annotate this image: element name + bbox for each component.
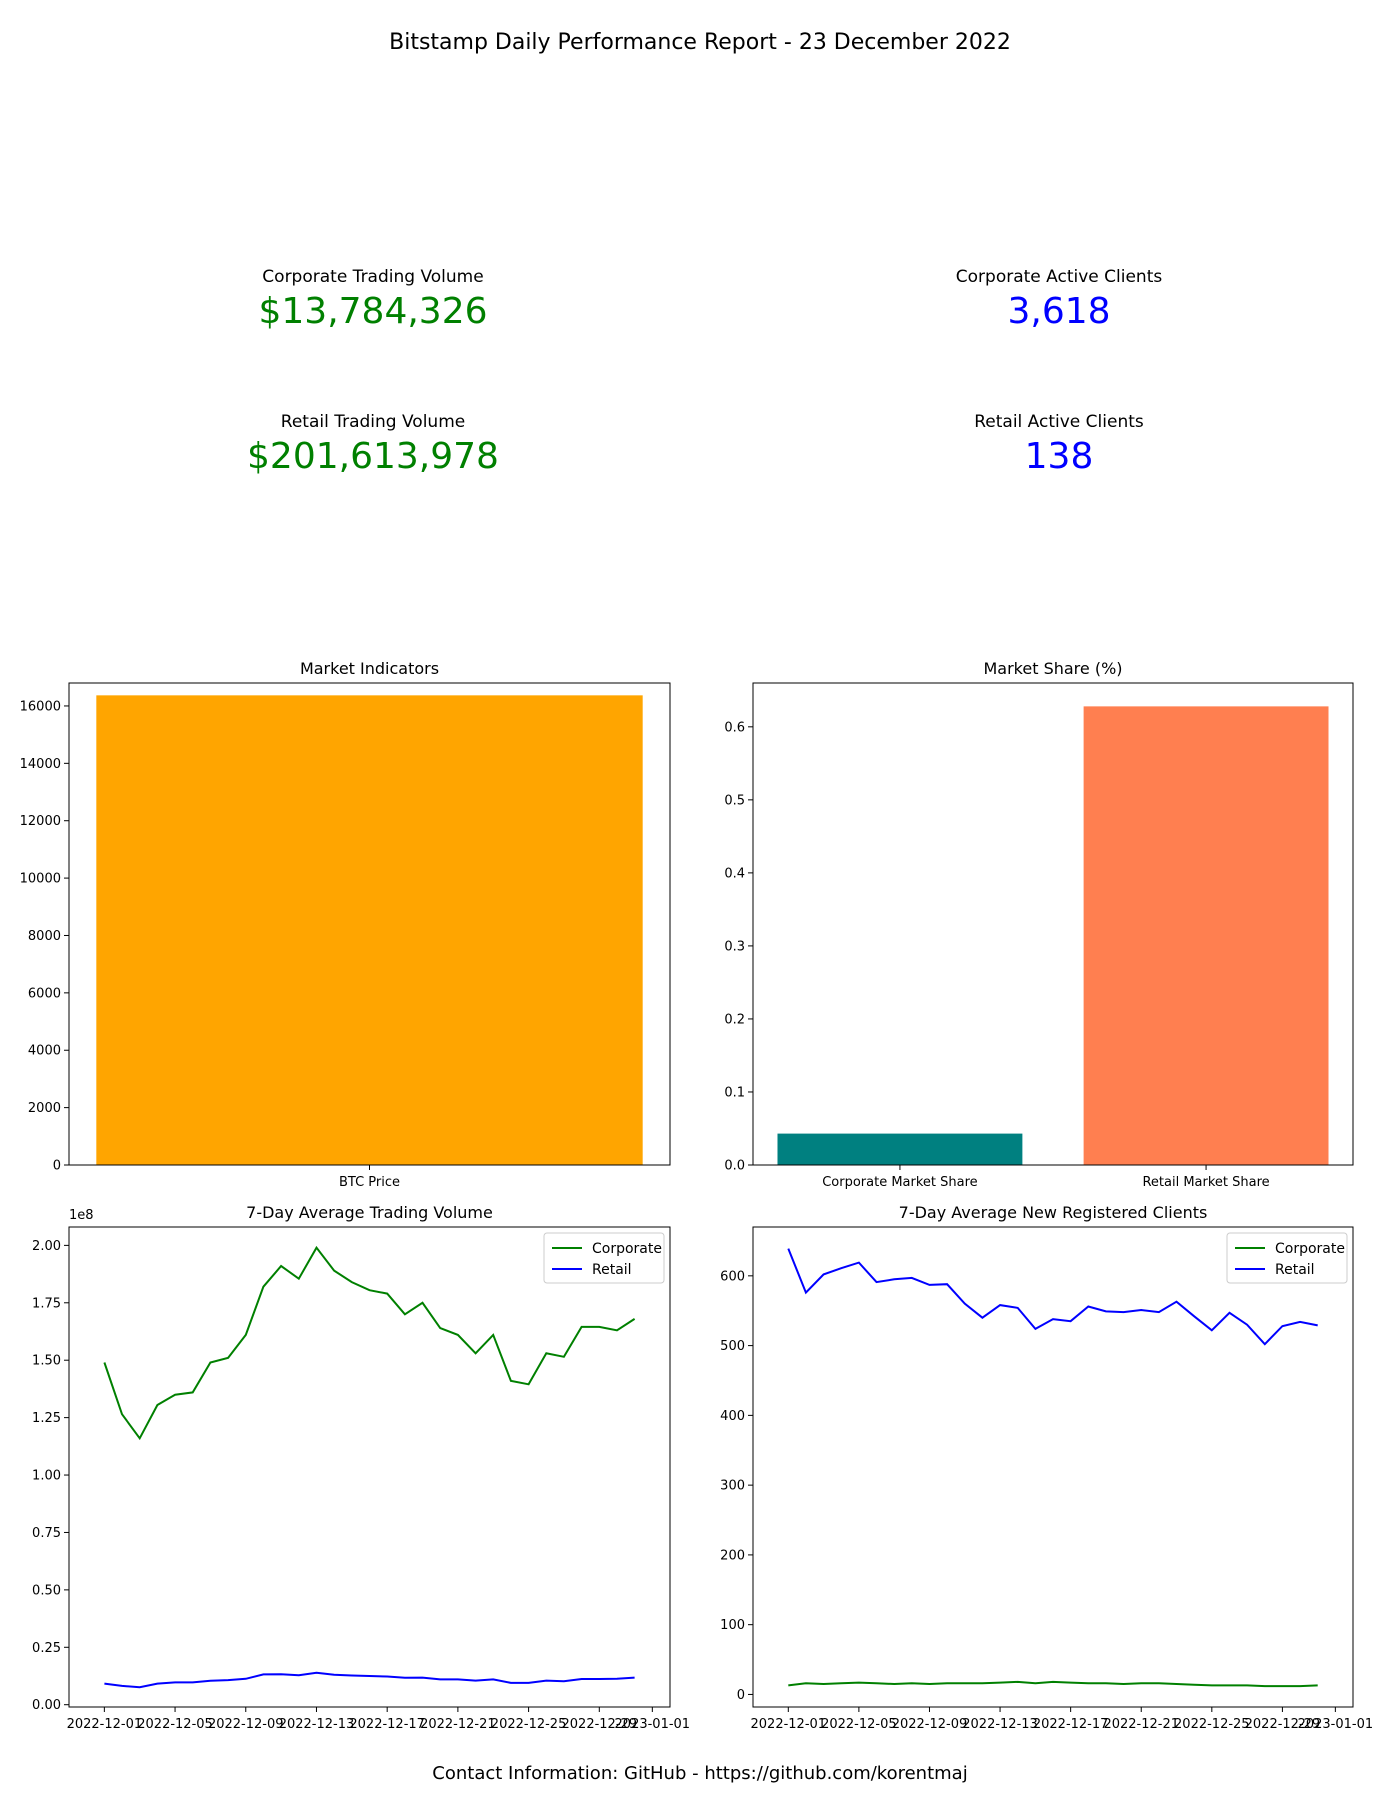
series-line-corporate xyxy=(788,1680,1318,1688)
kpi-label: Retail Trading Volume xyxy=(280,412,466,432)
x-tick-label: 2022-12-17 xyxy=(1033,1717,1109,1732)
y-tick-label: 0.2 xyxy=(724,1012,745,1027)
kpi-label: Retail Active Clients xyxy=(974,412,1144,432)
kpi-corporate-volume: Corporate Trading Volume $13,784,326 xyxy=(113,267,633,332)
y-tick-label: 0.00 xyxy=(32,1698,61,1713)
y-tick-label: 16000 xyxy=(20,699,61,714)
kpi-value: 3,618 xyxy=(1007,291,1111,332)
x-tick-label: 2022-12-13 xyxy=(962,1717,1038,1732)
kpi-corporate-clients: Corporate Active Clients 3,618 xyxy=(799,267,1319,332)
y-tick-label: 6000 xyxy=(28,986,61,1001)
kpi-retail-clients: Retail Active Clients 138 xyxy=(799,412,1319,477)
chart-title: 7-Day Average Trading Volume xyxy=(246,1203,493,1222)
y-tick-label: 0 xyxy=(737,1688,745,1703)
x-tick-label: 2022-12-17 xyxy=(349,1717,425,1732)
legend-box xyxy=(1226,1232,1348,1284)
kpi-value: $201,613,978 xyxy=(247,436,499,477)
report-title: Bitstamp Daily Performance Report - 23 D… xyxy=(389,30,1011,55)
bar-btc-price xyxy=(96,695,643,1165)
series-line-retail xyxy=(787,1248,1318,1346)
x-tick-label: 2022-12-09 xyxy=(208,1717,284,1732)
kpi-label: Corporate Active Clients xyxy=(955,267,1163,287)
y-tick-label: 1.00 xyxy=(32,1469,61,1484)
y-tick-label: 1.25 xyxy=(32,1411,61,1426)
x-tick-label: 2023-01-01 xyxy=(615,1717,691,1732)
y-tick-label: 0 xyxy=(53,1159,61,1174)
axes-frame xyxy=(68,1226,671,1708)
y-tick-label: 4000 xyxy=(28,1044,61,1059)
y-tick-label: 14000 xyxy=(20,757,61,772)
y-tick-label: 1.75 xyxy=(32,1296,61,1311)
footer-contact: Contact Information: GitHub - https://gi… xyxy=(432,1763,968,1784)
y-tick-label: 100 xyxy=(720,1618,745,1633)
x-tick-label: 2022-12-21 xyxy=(420,1717,496,1732)
axes-frame xyxy=(68,682,671,1166)
x-tick-label: 2022-12-09 xyxy=(892,1717,968,1732)
y-tick-label: 0.1 xyxy=(724,1085,745,1100)
x-tick-label: 2022-12-01 xyxy=(67,1717,143,1732)
y-tick-label: 200 xyxy=(720,1548,745,1563)
y-tick-label: 0.0 xyxy=(724,1159,745,1174)
legend-label: Corporate xyxy=(592,1241,662,1257)
kpi-label: Corporate Trading Volume xyxy=(262,267,484,287)
chart-title: 7-Day Average New Registered Clients xyxy=(899,1203,1208,1222)
x-tick-label: 2022-12-29 xyxy=(1245,1717,1321,1732)
x-tick-label: 2022-12-25 xyxy=(491,1717,567,1732)
series-line-corporate xyxy=(103,1245,636,1441)
x-tick-label: 2022-12-25 xyxy=(1174,1717,1250,1732)
y-tick-label: 12000 xyxy=(20,814,61,829)
kpi-value: 138 xyxy=(1024,436,1094,477)
axis-offset-label: 1e8 xyxy=(69,1208,94,1223)
chart-title: Market Share (%) xyxy=(983,659,1122,678)
y-tick-label: 0.25 xyxy=(32,1641,61,1656)
y-tick-label: 0.4 xyxy=(724,866,745,881)
x-tick-label: Retail Market Share xyxy=(1142,1175,1269,1190)
legend-box xyxy=(543,1232,665,1284)
legend-label: Retail xyxy=(1275,1262,1315,1278)
x-tick-label: 2022-12-29 xyxy=(562,1717,638,1732)
chart-title: Market Indicators xyxy=(300,659,439,678)
y-tick-label: 0.5 xyxy=(724,793,745,808)
kpi-retail-volume: Retail Trading Volume $201,613,978 xyxy=(113,412,633,477)
y-tick-label: 400 xyxy=(720,1409,745,1424)
kpi-value: $13,784,326 xyxy=(258,291,488,332)
legend-label: Retail xyxy=(592,1262,632,1278)
y-tick-label: 8000 xyxy=(28,929,61,944)
y-tick-label: 10000 xyxy=(20,872,61,887)
y-tick-label: 2.00 xyxy=(32,1239,61,1254)
series-line-retail xyxy=(104,1671,635,1689)
y-tick-label: 600 xyxy=(720,1269,745,1284)
y-tick-label: 300 xyxy=(720,1479,745,1494)
x-tick-label: 2022-12-05 xyxy=(137,1717,213,1732)
y-tick-label: 0.50 xyxy=(32,1583,61,1598)
y-tick-label: 1.50 xyxy=(32,1354,61,1369)
y-tick-label: 500 xyxy=(720,1339,745,1354)
y-tick-label: 2000 xyxy=(28,1101,61,1116)
y-tick-label: 0.75 xyxy=(32,1526,61,1541)
x-tick-label: 2022-12-05 xyxy=(821,1717,897,1732)
x-tick-label: 2023-01-01 xyxy=(1298,1717,1374,1732)
x-tick-label: 2022-12-01 xyxy=(751,1717,827,1732)
bar-corporate-market-share xyxy=(777,1133,1023,1165)
axes-frame xyxy=(752,1226,1354,1708)
x-tick-label: 2022-12-13 xyxy=(279,1717,355,1732)
legend-label: Corporate xyxy=(1275,1241,1345,1257)
x-tick-label: BTC Price xyxy=(339,1175,400,1190)
x-tick-label: 2022-12-21 xyxy=(1103,1717,1179,1732)
y-tick-label: 0.3 xyxy=(724,939,745,954)
axes-frame xyxy=(752,682,1354,1166)
x-tick-label: Corporate Market Share xyxy=(822,1175,977,1190)
bar-retail-market-share xyxy=(1083,706,1329,1165)
y-tick-label: 0.6 xyxy=(724,720,745,735)
